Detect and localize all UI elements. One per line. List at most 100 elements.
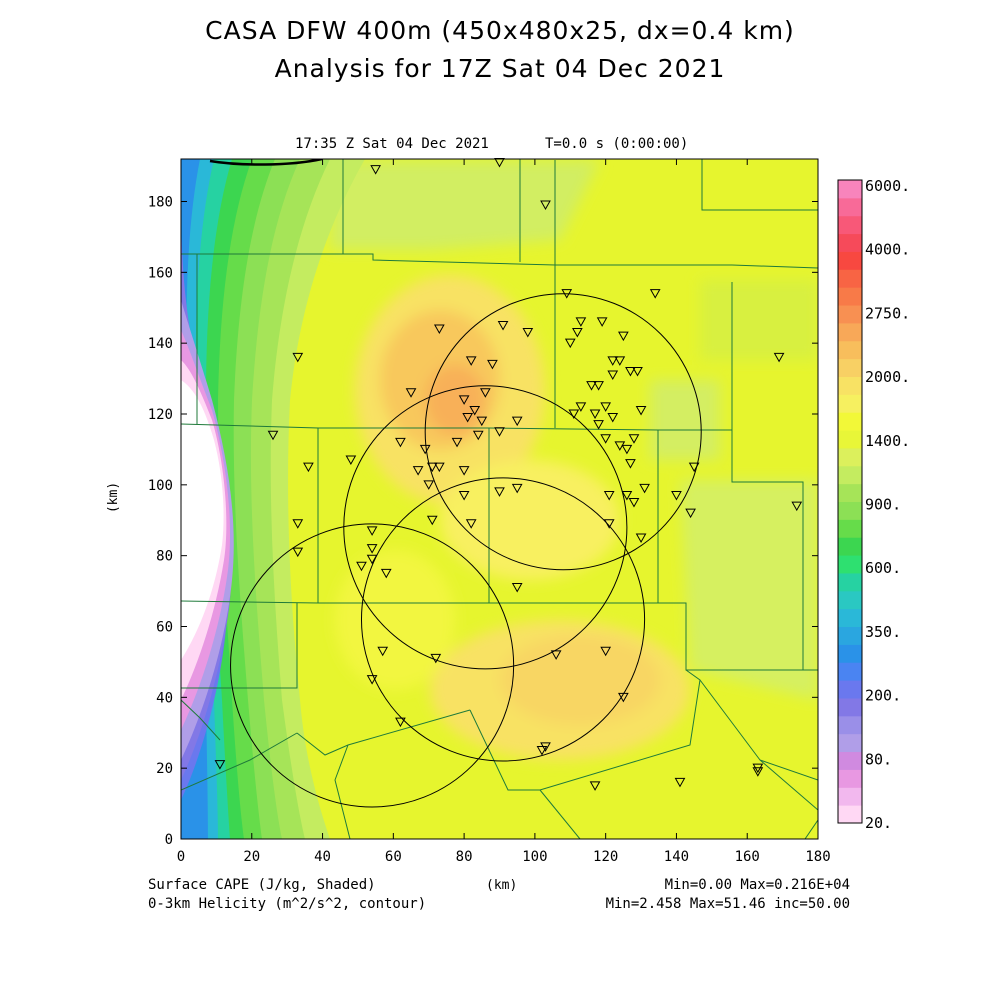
station-marker bbox=[607, 356, 619, 366]
shaded-field-stats: Min=0.00 Max=0.216E+04 bbox=[664, 877, 850, 893]
station-marker bbox=[607, 413, 619, 423]
station-marker bbox=[639, 483, 650, 494]
station-marker bbox=[366, 554, 378, 565]
station-marker bbox=[589, 409, 601, 420]
colorbar-swatch bbox=[838, 608, 862, 628]
colorbar-swatch bbox=[838, 233, 862, 252]
plot-timestep: T=0.0 s (0:00:00) bbox=[545, 136, 689, 152]
station-marker bbox=[476, 416, 488, 427]
helicity-contour-0 bbox=[424, 293, 702, 571]
contour-field-label: 0-3km Helicity (m^2/s^2, contour) bbox=[148, 896, 427, 912]
colorbar-swatch bbox=[838, 590, 862, 610]
station-marker bbox=[632, 367, 643, 377]
x-tick-label: 160 bbox=[735, 849, 760, 865]
title-line-1: CASA DFW 400m (450x480x25, dx=0.4 km) bbox=[205, 16, 795, 45]
colorbar-swatch bbox=[838, 376, 862, 395]
colorbar-swatch bbox=[838, 394, 862, 413]
x-tick-label: 40 bbox=[314, 849, 331, 865]
station-marker bbox=[214, 760, 226, 770]
shaded-field-label: Surface CAPE (J/kg, Shaded) bbox=[148, 877, 376, 893]
station-marker bbox=[603, 519, 615, 529]
x-tick-label: 100 bbox=[522, 849, 547, 865]
y-tick-label: 20 bbox=[156, 761, 173, 777]
station-marker bbox=[494, 487, 505, 497]
station-marker bbox=[628, 498, 640, 508]
colorbar-swatch bbox=[838, 519, 862, 538]
station-marker bbox=[494, 427, 505, 437]
station-marker bbox=[618, 331, 629, 342]
colorbar-swatch bbox=[838, 180, 862, 199]
helicity-contour-3 bbox=[230, 523, 515, 808]
colorbar-swatch bbox=[838, 322, 862, 342]
colorbar-swatch bbox=[838, 197, 862, 217]
x-tick-label: 140 bbox=[664, 849, 689, 865]
colorbar-swatch bbox=[838, 412, 862, 431]
station-marker bbox=[458, 490, 470, 501]
helicity-contour-1 bbox=[343, 385, 628, 670]
station-marker bbox=[586, 381, 597, 391]
station-marker bbox=[568, 409, 580, 420]
colorbar-label: 600. bbox=[865, 559, 901, 577]
station-marker bbox=[511, 416, 523, 427]
x-tick-label: 0 bbox=[177, 849, 185, 865]
station-marker bbox=[536, 745, 548, 756]
colorbar-swatch bbox=[838, 769, 862, 788]
colorbar-swatch bbox=[838, 430, 862, 449]
station-marker bbox=[603, 490, 615, 501]
station-marker bbox=[292, 519, 304, 529]
station-marker bbox=[589, 781, 601, 791]
colorbar-label: 80. bbox=[865, 750, 892, 768]
station-marker bbox=[458, 395, 470, 405]
station-marker bbox=[433, 324, 445, 335]
y-tick-label: 60 bbox=[156, 620, 173, 636]
station-marker bbox=[607, 370, 619, 381]
station-marker bbox=[366, 675, 378, 685]
station-marker bbox=[345, 455, 357, 466]
y-tick-label: 100 bbox=[148, 478, 173, 494]
colorbar-swatch bbox=[838, 787, 862, 806]
station-marker bbox=[366, 544, 378, 554]
cape-shading bbox=[181, 159, 818, 839]
station-marker bbox=[621, 444, 633, 455]
station-marker bbox=[621, 490, 633, 501]
station-marker bbox=[479, 388, 491, 398]
colorbar-label: 4000. bbox=[865, 241, 910, 259]
x-axis-label: (km) bbox=[486, 878, 518, 893]
y-tick-label: 140 bbox=[148, 336, 173, 352]
station-marker bbox=[688, 462, 700, 473]
station-marker bbox=[600, 434, 612, 444]
station-marker bbox=[426, 515, 438, 526]
station-marker bbox=[395, 437, 406, 448]
station-marker bbox=[618, 692, 629, 703]
y-tick-label: 80 bbox=[156, 549, 173, 565]
station-marker bbox=[600, 402, 612, 412]
station-marker bbox=[614, 441, 626, 451]
station-marker bbox=[593, 420, 604, 430]
station-marker bbox=[625, 459, 636, 469]
colorbar-swatch bbox=[838, 644, 862, 663]
colorbar-swatch bbox=[838, 733, 862, 753]
colorbar-swatch bbox=[838, 251, 862, 270]
station-marker bbox=[451, 437, 463, 448]
station-marker bbox=[303, 462, 314, 473]
station-marker bbox=[572, 328, 583, 338]
station-marker bbox=[487, 359, 498, 370]
station-marker bbox=[791, 501, 803, 512]
station-marker bbox=[292, 352, 304, 363]
station-marker bbox=[430, 653, 442, 664]
station-marker bbox=[433, 462, 445, 473]
station-marker bbox=[497, 320, 509, 331]
colorbar-swatch bbox=[838, 287, 862, 306]
colorbar-swatch bbox=[838, 805, 862, 824]
station-marker bbox=[649, 289, 661, 299]
helicity-contours bbox=[230, 293, 702, 808]
colorbar-label: 20. bbox=[865, 814, 892, 832]
colorbar-swatch bbox=[838, 555, 862, 574]
colorbar-swatch bbox=[838, 358, 862, 377]
county-boundaries bbox=[181, 159, 818, 839]
station-marker bbox=[462, 413, 474, 423]
station-marker bbox=[540, 200, 551, 211]
colorbar-swatch bbox=[838, 715, 862, 735]
station-marker bbox=[561, 289, 573, 299]
colorbar-swatch bbox=[838, 340, 862, 360]
